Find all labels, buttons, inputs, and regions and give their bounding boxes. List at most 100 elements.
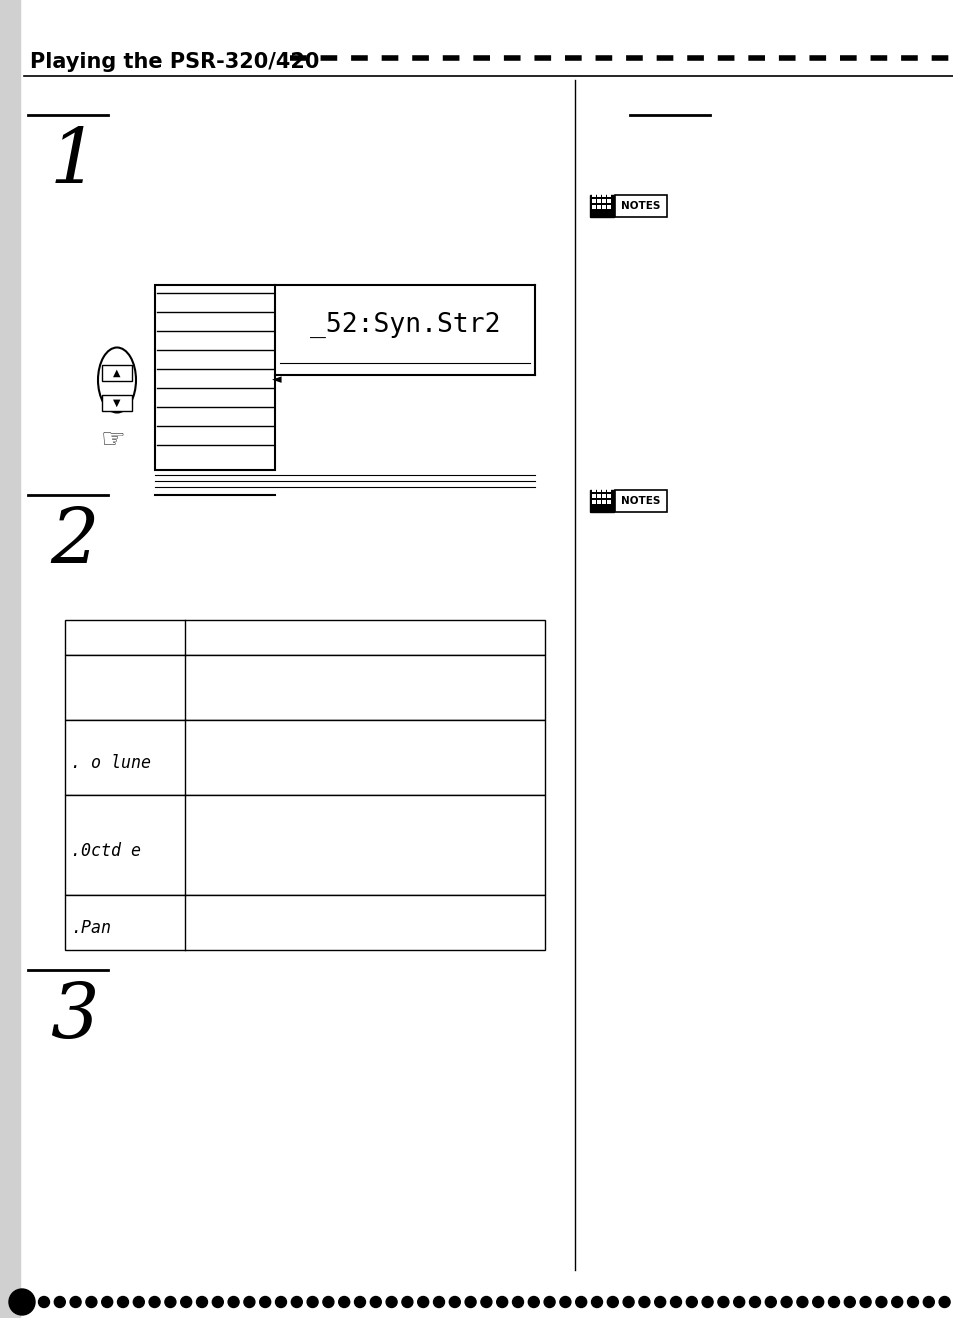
Circle shape xyxy=(654,1297,665,1307)
Bar xyxy=(592,488,596,492)
Bar xyxy=(601,199,605,203)
Bar xyxy=(589,490,614,511)
Circle shape xyxy=(307,1297,317,1307)
Bar xyxy=(589,195,614,217)
Circle shape xyxy=(575,1297,586,1307)
Circle shape xyxy=(701,1297,712,1307)
Bar xyxy=(597,206,600,210)
Circle shape xyxy=(843,1297,855,1307)
Circle shape xyxy=(591,1297,602,1307)
Circle shape xyxy=(512,1297,523,1307)
Bar xyxy=(606,488,610,492)
Bar xyxy=(65,795,544,895)
Circle shape xyxy=(906,1297,918,1307)
Circle shape xyxy=(781,1297,791,1307)
Circle shape xyxy=(102,1297,112,1307)
Text: . o lune: . o lune xyxy=(71,754,151,772)
Circle shape xyxy=(622,1297,634,1307)
Bar xyxy=(592,206,596,210)
Circle shape xyxy=(259,1297,271,1307)
Circle shape xyxy=(860,1297,870,1307)
Circle shape xyxy=(165,1297,175,1307)
Bar xyxy=(592,500,596,503)
Bar xyxy=(0,0,20,1318)
Circle shape xyxy=(827,1297,839,1307)
Bar xyxy=(601,488,605,492)
Text: NOTES: NOTES xyxy=(620,202,660,211)
Circle shape xyxy=(764,1297,776,1307)
Circle shape xyxy=(938,1297,949,1307)
Bar xyxy=(601,206,605,210)
Circle shape xyxy=(149,1297,160,1307)
Circle shape xyxy=(180,1297,192,1307)
Bar xyxy=(154,285,274,471)
Bar xyxy=(592,199,596,203)
Bar xyxy=(597,494,600,498)
Circle shape xyxy=(54,1297,65,1307)
Circle shape xyxy=(465,1297,476,1307)
Circle shape xyxy=(875,1297,886,1307)
Circle shape xyxy=(401,1297,413,1307)
Bar xyxy=(601,500,605,503)
Circle shape xyxy=(133,1297,144,1307)
Bar xyxy=(597,500,600,503)
Text: NOTES: NOTES xyxy=(620,496,660,506)
Bar xyxy=(102,365,132,381)
Text: 2: 2 xyxy=(50,505,98,579)
Circle shape xyxy=(322,1297,334,1307)
Circle shape xyxy=(480,1297,492,1307)
Circle shape xyxy=(718,1297,728,1307)
Circle shape xyxy=(196,1297,208,1307)
Circle shape xyxy=(559,1297,570,1307)
Circle shape xyxy=(543,1297,555,1307)
Text: ▲: ▲ xyxy=(113,368,121,378)
Bar xyxy=(601,192,605,196)
Bar xyxy=(65,895,544,950)
Circle shape xyxy=(923,1297,933,1307)
Circle shape xyxy=(812,1297,822,1307)
Circle shape xyxy=(749,1297,760,1307)
Bar xyxy=(65,720,544,795)
Text: 3: 3 xyxy=(50,981,98,1054)
Circle shape xyxy=(670,1297,680,1307)
Bar xyxy=(615,490,666,511)
Circle shape xyxy=(86,1297,97,1307)
Circle shape xyxy=(244,1297,254,1307)
Circle shape xyxy=(607,1297,618,1307)
Text: ☞: ☞ xyxy=(100,426,125,453)
Bar xyxy=(592,192,596,196)
Bar xyxy=(597,199,600,203)
Text: Playing the PSR-320/420: Playing the PSR-320/420 xyxy=(30,51,319,72)
Circle shape xyxy=(891,1297,902,1307)
Bar xyxy=(606,494,610,498)
Text: 1: 1 xyxy=(50,125,98,199)
Circle shape xyxy=(639,1297,649,1307)
Circle shape xyxy=(275,1297,286,1307)
Bar xyxy=(65,655,544,720)
Bar xyxy=(606,199,610,203)
Bar xyxy=(606,192,610,196)
Text: _52:Syn.Str2: _52:Syn.Str2 xyxy=(310,312,499,337)
Circle shape xyxy=(386,1297,396,1307)
Circle shape xyxy=(228,1297,239,1307)
Bar xyxy=(597,488,600,492)
Circle shape xyxy=(38,1297,50,1307)
Circle shape xyxy=(417,1297,428,1307)
Circle shape xyxy=(117,1297,129,1307)
Circle shape xyxy=(528,1297,538,1307)
Circle shape xyxy=(733,1297,744,1307)
Ellipse shape xyxy=(98,348,136,413)
Circle shape xyxy=(685,1297,697,1307)
Text: .0ctd e: .0ctd e xyxy=(71,842,141,861)
Bar xyxy=(601,494,605,498)
Bar xyxy=(606,500,610,503)
Circle shape xyxy=(9,1289,35,1315)
Circle shape xyxy=(70,1297,81,1307)
Text: ◄: ◄ xyxy=(272,373,281,386)
Circle shape xyxy=(338,1297,350,1307)
Bar xyxy=(65,619,544,655)
Circle shape xyxy=(355,1297,365,1307)
Text: .Pan: .Pan xyxy=(71,919,111,937)
Bar xyxy=(597,192,600,196)
Circle shape xyxy=(449,1297,459,1307)
